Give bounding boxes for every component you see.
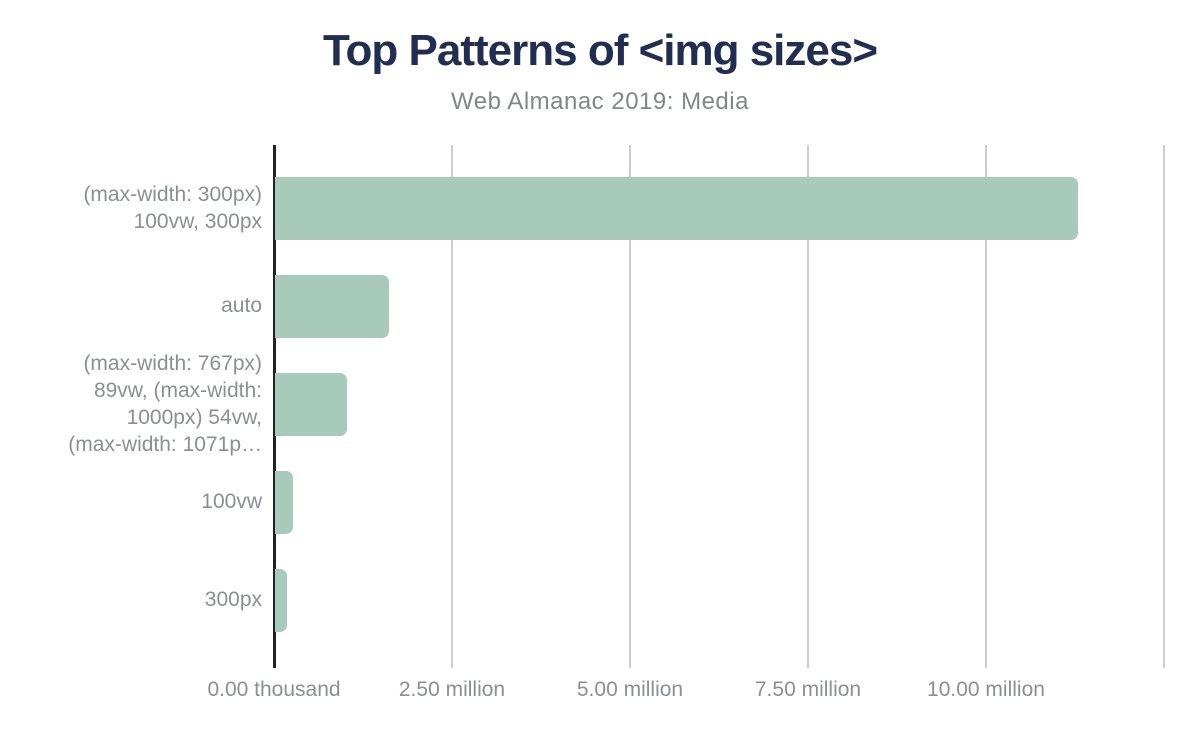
category-label-line: (max-width: 300px) — [83, 183, 262, 206]
category-label-line: 300px — [204, 588, 262, 611]
category-label-3: 100vw — [20, 488, 262, 515]
category-label-2: (max-width: 767px) 89vw, (max-width: 1000p… — [20, 350, 262, 458]
y-axis-line — [273, 145, 276, 668]
bar-1[interactable] — [275, 275, 389, 338]
x-tick-label: 7.50 million — [754, 678, 862, 701]
bar-2[interactable] — [275, 373, 347, 436]
gridline — [985, 145, 987, 668]
category-label-line: 100vw, 300px — [133, 210, 262, 233]
x-tick-label: 2.50 million — [398, 678, 506, 701]
category-label-line: (max-width: 1071p… — [68, 433, 262, 456]
x-tick-label: 0.00 thousand — [207, 678, 341, 701]
gridline — [629, 145, 631, 668]
x-tick-label: 10.00 million — [927, 678, 1045, 701]
category-label-line: auto — [221, 294, 262, 317]
plot-area — [273, 145, 1165, 668]
bar-3[interactable] — [275, 471, 293, 534]
category-label-0: (max-width: 300px) 100vw, 300px — [20, 181, 262, 235]
x-tick-label: 5.00 million — [576, 678, 684, 701]
category-label-line: 1000px) 54vw, — [126, 406, 262, 429]
category-label-line: (max-width: 767px) — [83, 352, 262, 375]
gridline — [807, 145, 809, 668]
gridline — [1163, 145, 1165, 668]
chart-subtitle: Web Almanac 2019: Media — [451, 88, 749, 115]
gridline — [451, 145, 453, 668]
category-label-4: 300px — [20, 586, 262, 613]
chart-title: Top Patterns of <img sizes> — [322, 26, 878, 75]
bar-4[interactable] — [275, 569, 287, 632]
bar-0[interactable] — [275, 177, 1078, 240]
category-label-line: 89vw, (max-width: — [93, 379, 262, 402]
category-label-line: 100vw — [201, 490, 262, 513]
category-label-1: auto — [20, 292, 262, 319]
